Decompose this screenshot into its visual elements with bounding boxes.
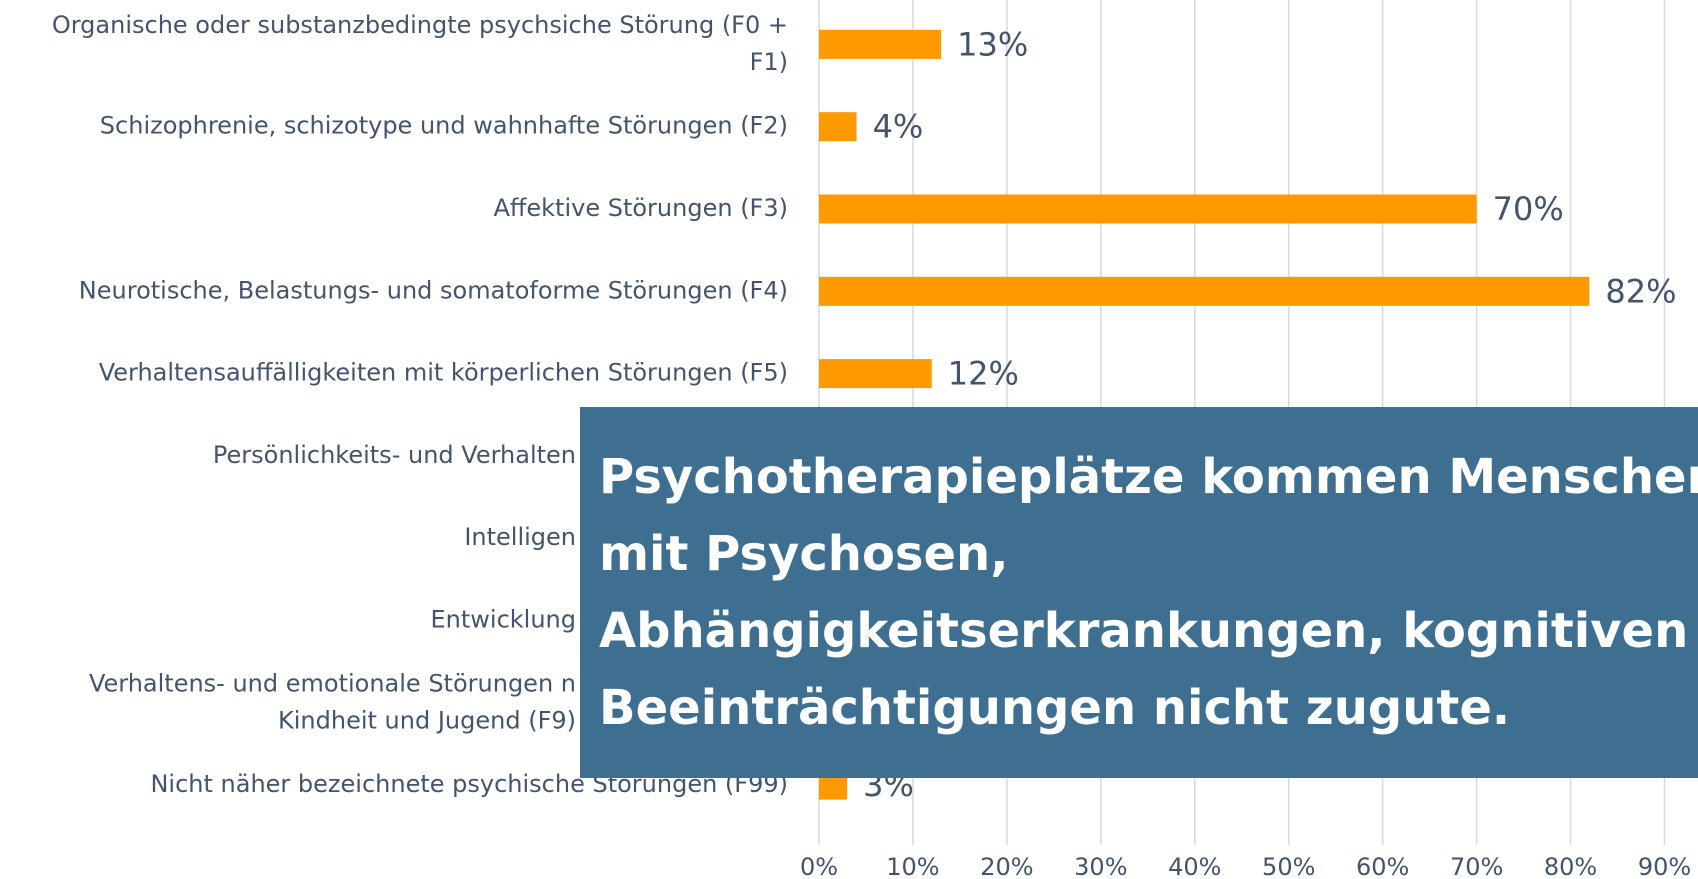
data-label: 12%	[948, 355, 1019, 393]
x-tick-label: 80%	[1544, 853, 1597, 879]
category-label: Affektive Störungen (F3)	[493, 194, 788, 222]
annotation-box	[580, 407, 1698, 778]
annotation-text: Psychotherapieplätze kommen Menschen	[599, 449, 1698, 505]
data-label: 13%	[957, 25, 1028, 63]
category-label: F1)	[750, 48, 788, 76]
x-tick-label: 90%	[1638, 853, 1691, 879]
category-label: Organische oder substanzbedingte psychsi…	[52, 11, 788, 39]
x-tick-label: 60%	[1356, 853, 1409, 879]
category-label: Schizophrenie, schizotype und wahnhafte …	[100, 112, 788, 140]
x-tick-label: 20%	[980, 853, 1033, 879]
bar	[819, 112, 857, 142]
bar	[819, 29, 942, 59]
x-tick-label: 40%	[1168, 853, 1221, 879]
x-tick-label: 10%	[886, 853, 939, 879]
annotation-text: Beeinträchtigungen nicht zugute.	[599, 680, 1510, 736]
category-label: Verhaltens- und emotionale Störungen n	[89, 669, 576, 697]
bar	[819, 194, 1477, 224]
category-label: Kindheit und Jugend (F9)	[278, 706, 576, 734]
bar	[819, 276, 1590, 306]
x-tick-label: 50%	[1262, 853, 1315, 879]
category-label: Intelligen	[464, 523, 576, 551]
annotation-text: mit Psychosen,	[599, 526, 1008, 582]
category-label: Entwicklung	[431, 606, 577, 634]
category-label: Persönlichkeits- und Verhalten	[213, 441, 576, 469]
category-label: Verhaltensauffälligkeiten mit körperlich…	[99, 359, 788, 387]
x-tick-label: 70%	[1450, 853, 1503, 879]
data-label: 4%	[873, 108, 924, 146]
x-tick-label: 30%	[1074, 853, 1127, 879]
category-label: Neurotische, Belastungs- und somatoforme…	[79, 276, 788, 304]
bar	[819, 359, 932, 389]
x-tick-label: 0%	[800, 853, 838, 879]
data-label: 70%	[1493, 190, 1564, 228]
data-label: 82%	[1605, 272, 1676, 310]
annotation-text: Abhängigkeitserkrankungen, kognitiven	[599, 603, 1688, 659]
